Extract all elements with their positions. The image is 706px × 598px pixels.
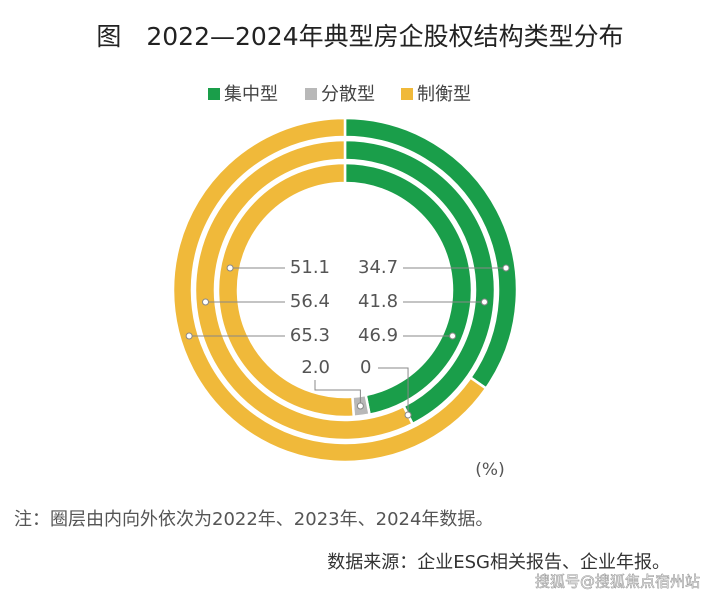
leader-line (378, 367, 409, 416)
value-label: 0 (360, 357, 371, 378)
leader-dot (404, 411, 412, 419)
legend-swatch (208, 88, 220, 100)
ring-segment (193, 138, 415, 442)
watermark: 搜狐号@搜狐焦点宿州站 (535, 573, 700, 591)
leader-dot (226, 264, 234, 272)
value-label: 65.3 (290, 325, 330, 346)
leader-dot (202, 298, 210, 306)
value-label: 34.7 (358, 257, 398, 278)
legend-label: 制衡型 (417, 84, 471, 105)
leader-dot (356, 402, 364, 410)
value-label: 2.0 (301, 357, 330, 378)
leader-line (314, 380, 361, 406)
legend-swatch (305, 88, 317, 100)
leader-dot (449, 332, 457, 340)
unit-label: (%) (475, 460, 504, 480)
leader-dot (185, 332, 193, 340)
leader-dot (480, 298, 488, 306)
note: 注：圈层由内向外依次为2022年、2023年、2024年数据。 (14, 509, 493, 530)
value-label: 46.9 (358, 325, 398, 346)
source: 数据来源：企业ESG相关报告、企业年报。 (327, 552, 670, 573)
value-label: 41.8 (358, 291, 398, 312)
value-label: 56.4 (290, 291, 330, 312)
leader-dot (502, 264, 510, 272)
value-label: 51.1 (290, 257, 330, 278)
ring-segment (171, 116, 488, 464)
legend-label: 集中型 (224, 84, 278, 105)
legend-swatch (401, 88, 413, 100)
ring-segment (216, 161, 356, 419)
legend-label: 分散型 (321, 84, 375, 105)
chart-title: 图 2022—2024年典型房企股权结构类型分布 (96, 22, 623, 51)
